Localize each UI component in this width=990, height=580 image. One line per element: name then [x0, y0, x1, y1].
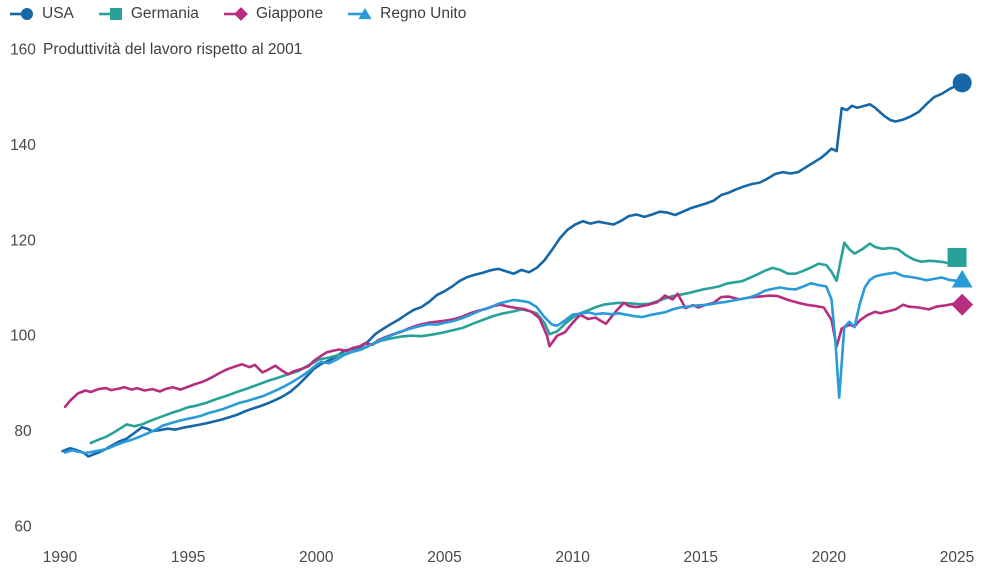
series-end-markers	[947, 73, 974, 316]
legend-label: Regno Unito	[380, 5, 467, 22]
usa-line	[61, 81, 964, 458]
triangle-marker-legend	[358, 8, 372, 20]
y-tick-100: 100	[10, 328, 36, 345]
legend-item-giappone[interactable]: Giappone	[223, 5, 323, 23]
chart-legend: USA Germania Giappone Regno Unito	[9, 5, 466, 23]
square-marker-legend	[109, 8, 122, 20]
x-axis-ticks: 1990 1995 2000 2005 2010 2015 2020 2025	[43, 549, 975, 566]
y-tick-140: 140	[10, 137, 36, 154]
x-tick-1990: 1990	[43, 549, 78, 566]
square-icon	[98, 8, 122, 20]
diamond-marker-giappone	[951, 293, 974, 316]
legend-item-regno-unito[interactable]: Regno Unito	[347, 5, 466, 23]
square-marker-germania	[947, 247, 967, 267]
circle-marker-legend	[21, 8, 33, 20]
y-tick-80: 80	[14, 423, 32, 440]
x-tick-2025: 2025	[940, 549, 974, 566]
germania-line	[89, 241, 959, 445]
legend-label: USA	[42, 5, 74, 22]
x-tick-1995: 1995	[171, 549, 205, 566]
y-tick-60: 60	[14, 519, 32, 536]
legend-item-germania[interactable]: Germania	[98, 5, 199, 23]
x-tick-2020: 2020	[812, 549, 847, 566]
circle-icon	[10, 8, 33, 20]
legend-label: Germania	[130, 5, 199, 22]
y-tick-160: 160	[10, 42, 36, 59]
y-tick-120: 120	[10, 232, 36, 249]
x-tick-2010: 2010	[555, 549, 590, 566]
y-axis-ticks: 60 80 100 120 140 160	[10, 42, 36, 536]
x-tick-2005: 2005	[427, 549, 461, 566]
diamond-icon	[223, 7, 248, 21]
chart-title: Produttività del lavoro rispetto al 2001	[43, 41, 302, 58]
triangle-marker-regno-unito	[951, 269, 973, 288]
triangle-icon	[348, 8, 372, 20]
series-lines	[61, 81, 964, 458]
regno-unito-line	[63, 271, 964, 455]
legend-label: Giappone	[255, 5, 324, 22]
x-tick-2015: 2015	[684, 549, 718, 566]
x-tick-2000: 2000	[299, 549, 334, 566]
circle-marker-usa	[952, 73, 972, 93]
diamond-marker-legend	[234, 7, 248, 21]
legend-item-usa[interactable]: USA	[9, 5, 74, 23]
